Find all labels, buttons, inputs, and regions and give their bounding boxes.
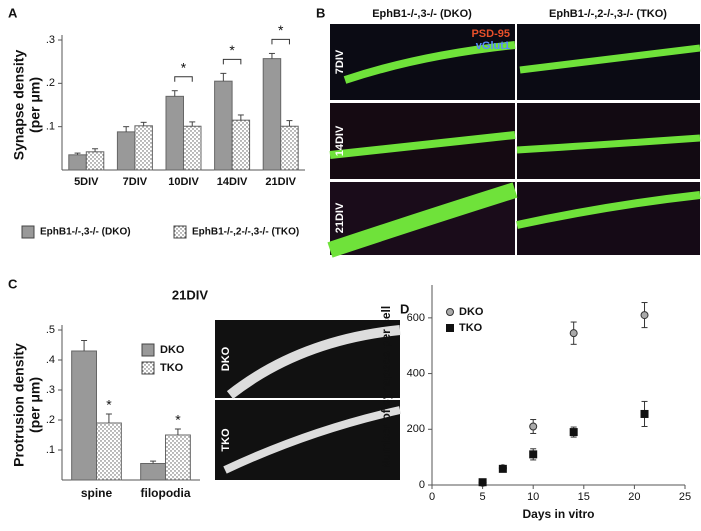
x-tick-label: 21DIV [265, 176, 296, 188]
y-tick-label: .2 [46, 77, 55, 89]
column-label: EphB1-/-,3-/- (DKO) [372, 8, 472, 20]
bar [85, 151, 105, 171]
bar [68, 154, 87, 171]
x-tick-label: 10 [527, 491, 539, 503]
bar [116, 131, 136, 171]
legend-swatch [141, 361, 155, 375]
significance-bracket [174, 76, 193, 82]
legend-label: TKO [459, 322, 483, 334]
stain-label: PSD-95 [471, 28, 510, 40]
point [498, 464, 507, 473]
point [640, 311, 649, 320]
significance-bracket [271, 38, 290, 45]
y-tick-label: 200 [407, 423, 425, 435]
x-tick-label: 15 [578, 491, 590, 503]
x-tick-label: filopodia [141, 486, 191, 500]
legend-label: DKO [160, 344, 185, 356]
x-tick-label: 0 [429, 491, 435, 503]
y-axis-label: Protrusion density [11, 343, 27, 467]
column-label: EphB1-/-,2-/-,3-/- (TKO) [549, 8, 667, 20]
x-tick-label: 10DIV [168, 176, 199, 188]
point [478, 478, 487, 487]
chart-title: 21DIV [172, 287, 208, 302]
legend-swatch [21, 225, 35, 239]
x-tick-label: 25 [679, 491, 691, 503]
stain-label: vGlut1 [476, 40, 510, 52]
y-tick-label: .1 [46, 444, 55, 456]
x-tick-label: 20 [628, 491, 640, 503]
row-label: DKO [220, 346, 232, 371]
y-tick-label: 400 [407, 367, 425, 379]
y-tick-label: .4 [46, 354, 55, 366]
y-tick-label: .3 [46, 384, 55, 396]
legend-label: TKO [160, 362, 184, 374]
point [529, 450, 538, 459]
bar [231, 119, 251, 171]
significance: * [175, 412, 181, 428]
x-tick-label: 14DIV [217, 176, 248, 188]
panel-label: A [8, 5, 18, 20]
bar [134, 125, 153, 171]
bar [140, 463, 167, 481]
y-axis-label: (per μm) [27, 77, 43, 133]
y-tick-label: .1 [46, 121, 55, 133]
bar [165, 95, 184, 171]
bar [165, 434, 191, 481]
significance-bracket [222, 58, 242, 65]
legend-label: EphB1-/-,3-/- (DKO) [40, 227, 131, 238]
y-tick-label: .5 [46, 324, 55, 336]
y-axis-label: Synapse density [11, 50, 27, 161]
x-tick-label: spine [81, 486, 113, 500]
legend-label: EphB1-/-,2-/-,3-/- (TKO) [192, 227, 299, 238]
bar [96, 422, 122, 481]
row-label: TKO [220, 428, 232, 452]
significance: * [106, 397, 112, 413]
legend-swatch [141, 343, 155, 357]
y-tick-label: .3 [46, 34, 55, 46]
y-axis-label: Number of synapses per cell [379, 306, 393, 469]
point [529, 422, 538, 431]
legend-marker [446, 308, 454, 316]
point [569, 428, 578, 437]
significance: * [278, 22, 284, 38]
legend-marker [446, 324, 454, 332]
bar [280, 125, 299, 171]
x-axis-label: Days in vitro [522, 507, 594, 521]
y-tick-label: 0 [419, 479, 425, 491]
panel-label: D [400, 301, 409, 316]
x-tick-label: 5DIV [74, 176, 99, 188]
row-label: 14DIV [334, 125, 346, 156]
row-label: 7DIV [334, 49, 346, 74]
panel-label: B [316, 5, 325, 20]
micrographs-c [215, 320, 401, 480]
x-tick-label: 5 [480, 491, 486, 503]
y-tick-label: 600 [407, 312, 425, 324]
micrographs-b [327, 24, 701, 258]
significance: * [229, 42, 235, 58]
panel-label: C [8, 276, 18, 291]
legend-label: DKO [459, 306, 484, 318]
significance: * [181, 59, 187, 75]
y-tick-label: .2 [46, 414, 55, 426]
x-tick-label: 7DIV [123, 176, 148, 188]
bar [262, 58, 282, 171]
y-axis-label: (per μm) [27, 377, 43, 433]
legend-swatch [173, 225, 187, 239]
row-label: 21DIV [334, 202, 346, 233]
point [640, 409, 649, 418]
bar [214, 80, 233, 171]
point [569, 329, 578, 338]
bar [183, 125, 202, 171]
bar [71, 350, 98, 481]
